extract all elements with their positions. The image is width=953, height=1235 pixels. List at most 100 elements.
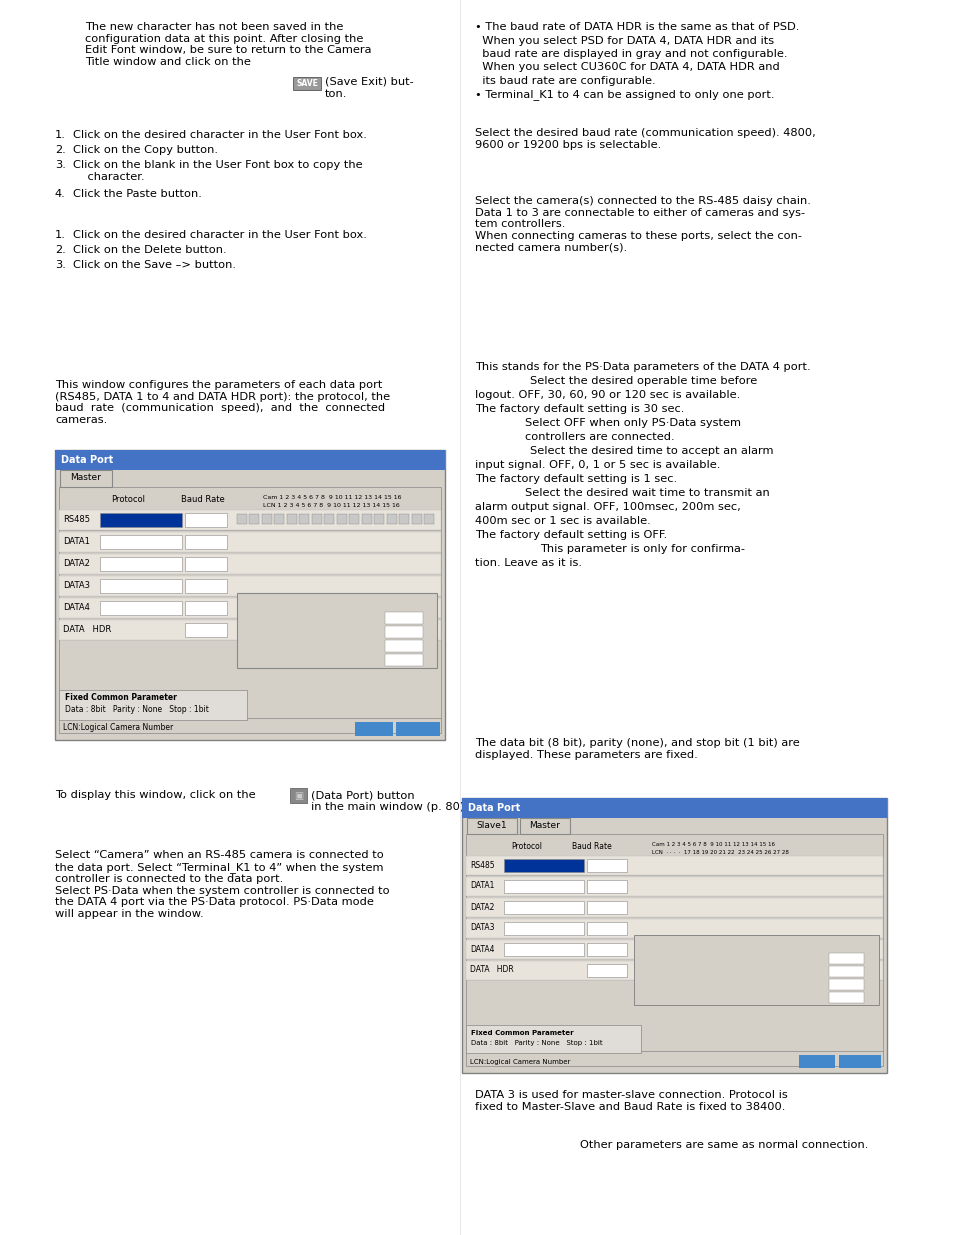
Bar [385,640,422,652]
Text: The new character has not been saved in the
configuration data at this point. Af: The new character has not been saved in … [85,22,371,67]
Text: 1.: 1. [55,230,66,240]
Bar [519,818,569,834]
Bar [299,514,309,524]
Bar [361,514,372,524]
Text: Protocol: Protocol [111,495,145,504]
Text: baud rate are displayed in gray and not configurable.: baud rate are displayed in gray and not … [475,49,786,59]
Text: 3.: 3. [55,161,66,170]
Bar [465,877,882,897]
Text: 9600: 9600 [189,582,209,590]
Text: ▼: ▼ [174,605,179,610]
Text: Slave1: Slave1 [476,821,507,830]
Bar [586,923,626,935]
Text: Baud Rate: Baud Rate [572,842,611,851]
Text: OFF: OFF [387,641,401,651]
Bar [467,818,517,834]
Bar [634,935,878,1005]
Bar [60,471,112,487]
Text: ▼: ▼ [620,967,624,972]
Text: ▼: ▼ [221,627,225,632]
Bar [274,514,284,524]
Text: (Save Exit) but-
ton.: (Save Exit) but- ton. [325,77,414,99]
Text: ▼: ▼ [174,540,179,545]
Text: Data Port: Data Port [468,803,519,813]
Bar [586,881,626,893]
Text: ▼: ▼ [221,562,225,567]
Bar [387,514,396,524]
Bar [385,613,422,624]
Text: Baud Rate: Baud Rate [181,495,225,504]
Text: ▼: ▼ [174,562,179,567]
Text: The factory default setting is 1 sec.: The factory default setting is 1 sec. [475,474,677,484]
Text: OFF: OFF [830,981,843,987]
Text: its baud rate are configurable.: its baud rate are configurable. [475,77,655,86]
Bar [59,532,440,552]
Text: Select the camera(s) connected to the RS-485 daisy chain.
Data 1 to 3 are connec: Select the camera(s) connected to the RS… [475,196,810,252]
Bar [100,601,182,615]
Bar [100,513,182,527]
Bar [59,487,440,734]
Text: 9600: 9600 [189,604,209,613]
Text: When you select CU360C for DATA 4, DATA HDR and: When you select CU360C for DATA 4, DATA … [475,63,779,73]
Bar [465,834,882,1066]
Text: ▼: ▼ [620,862,624,867]
Bar [185,535,227,550]
Text: This window configures the parameters of each data port
(RS485, DATA 1 to 4 and : This window configures the parameters of… [55,380,390,425]
Text: 38400: 38400 [590,925,613,931]
Bar [100,579,182,593]
Text: 1.: 1. [55,130,66,140]
Bar [828,966,863,977]
Bar [185,579,227,593]
Text: 9600: 9600 [189,537,209,547]
Text: When you select PSD for DATA 4, DATA HDR and its: When you select PSD for DATA 4, DATA HDR… [475,36,773,46]
Bar [59,510,440,530]
Bar [185,622,227,637]
Bar [185,601,227,615]
Text: This parameter is only for confirma-: This parameter is only for confirma- [539,543,744,555]
Text: ▼: ▼ [620,946,624,951]
Bar [586,902,626,914]
Text: Camera: Camera [105,515,135,525]
Text: 30sec: 30sec [830,955,851,961]
Bar [236,593,436,668]
Text: logout. OFF, 30, 60, 90 or 120 sec is available.: logout. OFF, 30, 60, 90 or 120 sec is av… [475,390,740,400]
Text: ▼: ▼ [860,982,864,987]
Text: Select “Camera” when an RS-485 camera is connected to
the data port. Select “Ter: Select “Camera” when an RS-485 camera is… [55,850,389,919]
Text: Terminal_K2: Terminal_K2 [507,883,549,889]
Text: Cam 1 2 3 4 5 6 7 8  9 10 11 12 13 14 15 16: Cam 1 2 3 4 5 6 7 8 9 10 11 12 13 14 15 … [651,842,774,847]
Bar [59,620,440,640]
Text: This stands for the PS·Data parameters of the DATA 4 port.: This stands for the PS·Data parameters o… [475,362,810,372]
Text: Click on the Delete button.: Click on the Delete button. [73,245,227,254]
Bar [287,514,296,524]
Text: 9600: 9600 [590,862,608,868]
Text: ▼: ▼ [620,883,624,888]
Bar [185,513,227,527]
Text: RS485: RS485 [63,515,90,525]
Text: 9600: 9600 [189,559,209,568]
Text: The factory default setting is OFF.: The factory default setting is OFF. [475,530,666,540]
Text: 1sec: 1sec [387,627,404,636]
Text: PS Data: PS Data [507,946,535,952]
Text: Click the Paste button.: Click the Paste button. [73,189,202,199]
Text: ▼: ▼ [221,517,225,522]
Bar [250,514,259,524]
Bar [412,514,421,524]
Text: DATA2: DATA2 [63,559,90,568]
Text: 3.: 3. [55,261,66,270]
Bar [385,626,422,638]
Text: PS Data Mode: PS Data Mode [243,600,309,610]
Bar [799,1055,834,1068]
Text: ▼: ▼ [174,517,179,522]
Text: Data : 8bit   Parity : None   Stop : 1bit: Data : 8bit Parity : None Stop : 1bit [65,705,209,715]
Bar [828,953,863,965]
Text: Click on the blank in the User Font box to copy the
    character.: Click on the blank in the User Font box … [73,161,362,182]
Bar [503,944,583,956]
Text: ▼: ▼ [418,643,423,648]
Text: Data : 8bit   Parity : None   Stop : 1bit: Data : 8bit Parity : None Stop : 1bit [471,1040,602,1046]
Text: Logout Time: Logout Time [243,613,290,621]
Bar [586,860,626,872]
Bar [465,919,882,939]
Bar [828,992,863,1003]
Text: Alarm Data: Alarm Data [639,968,678,974]
Bar [375,514,384,524]
